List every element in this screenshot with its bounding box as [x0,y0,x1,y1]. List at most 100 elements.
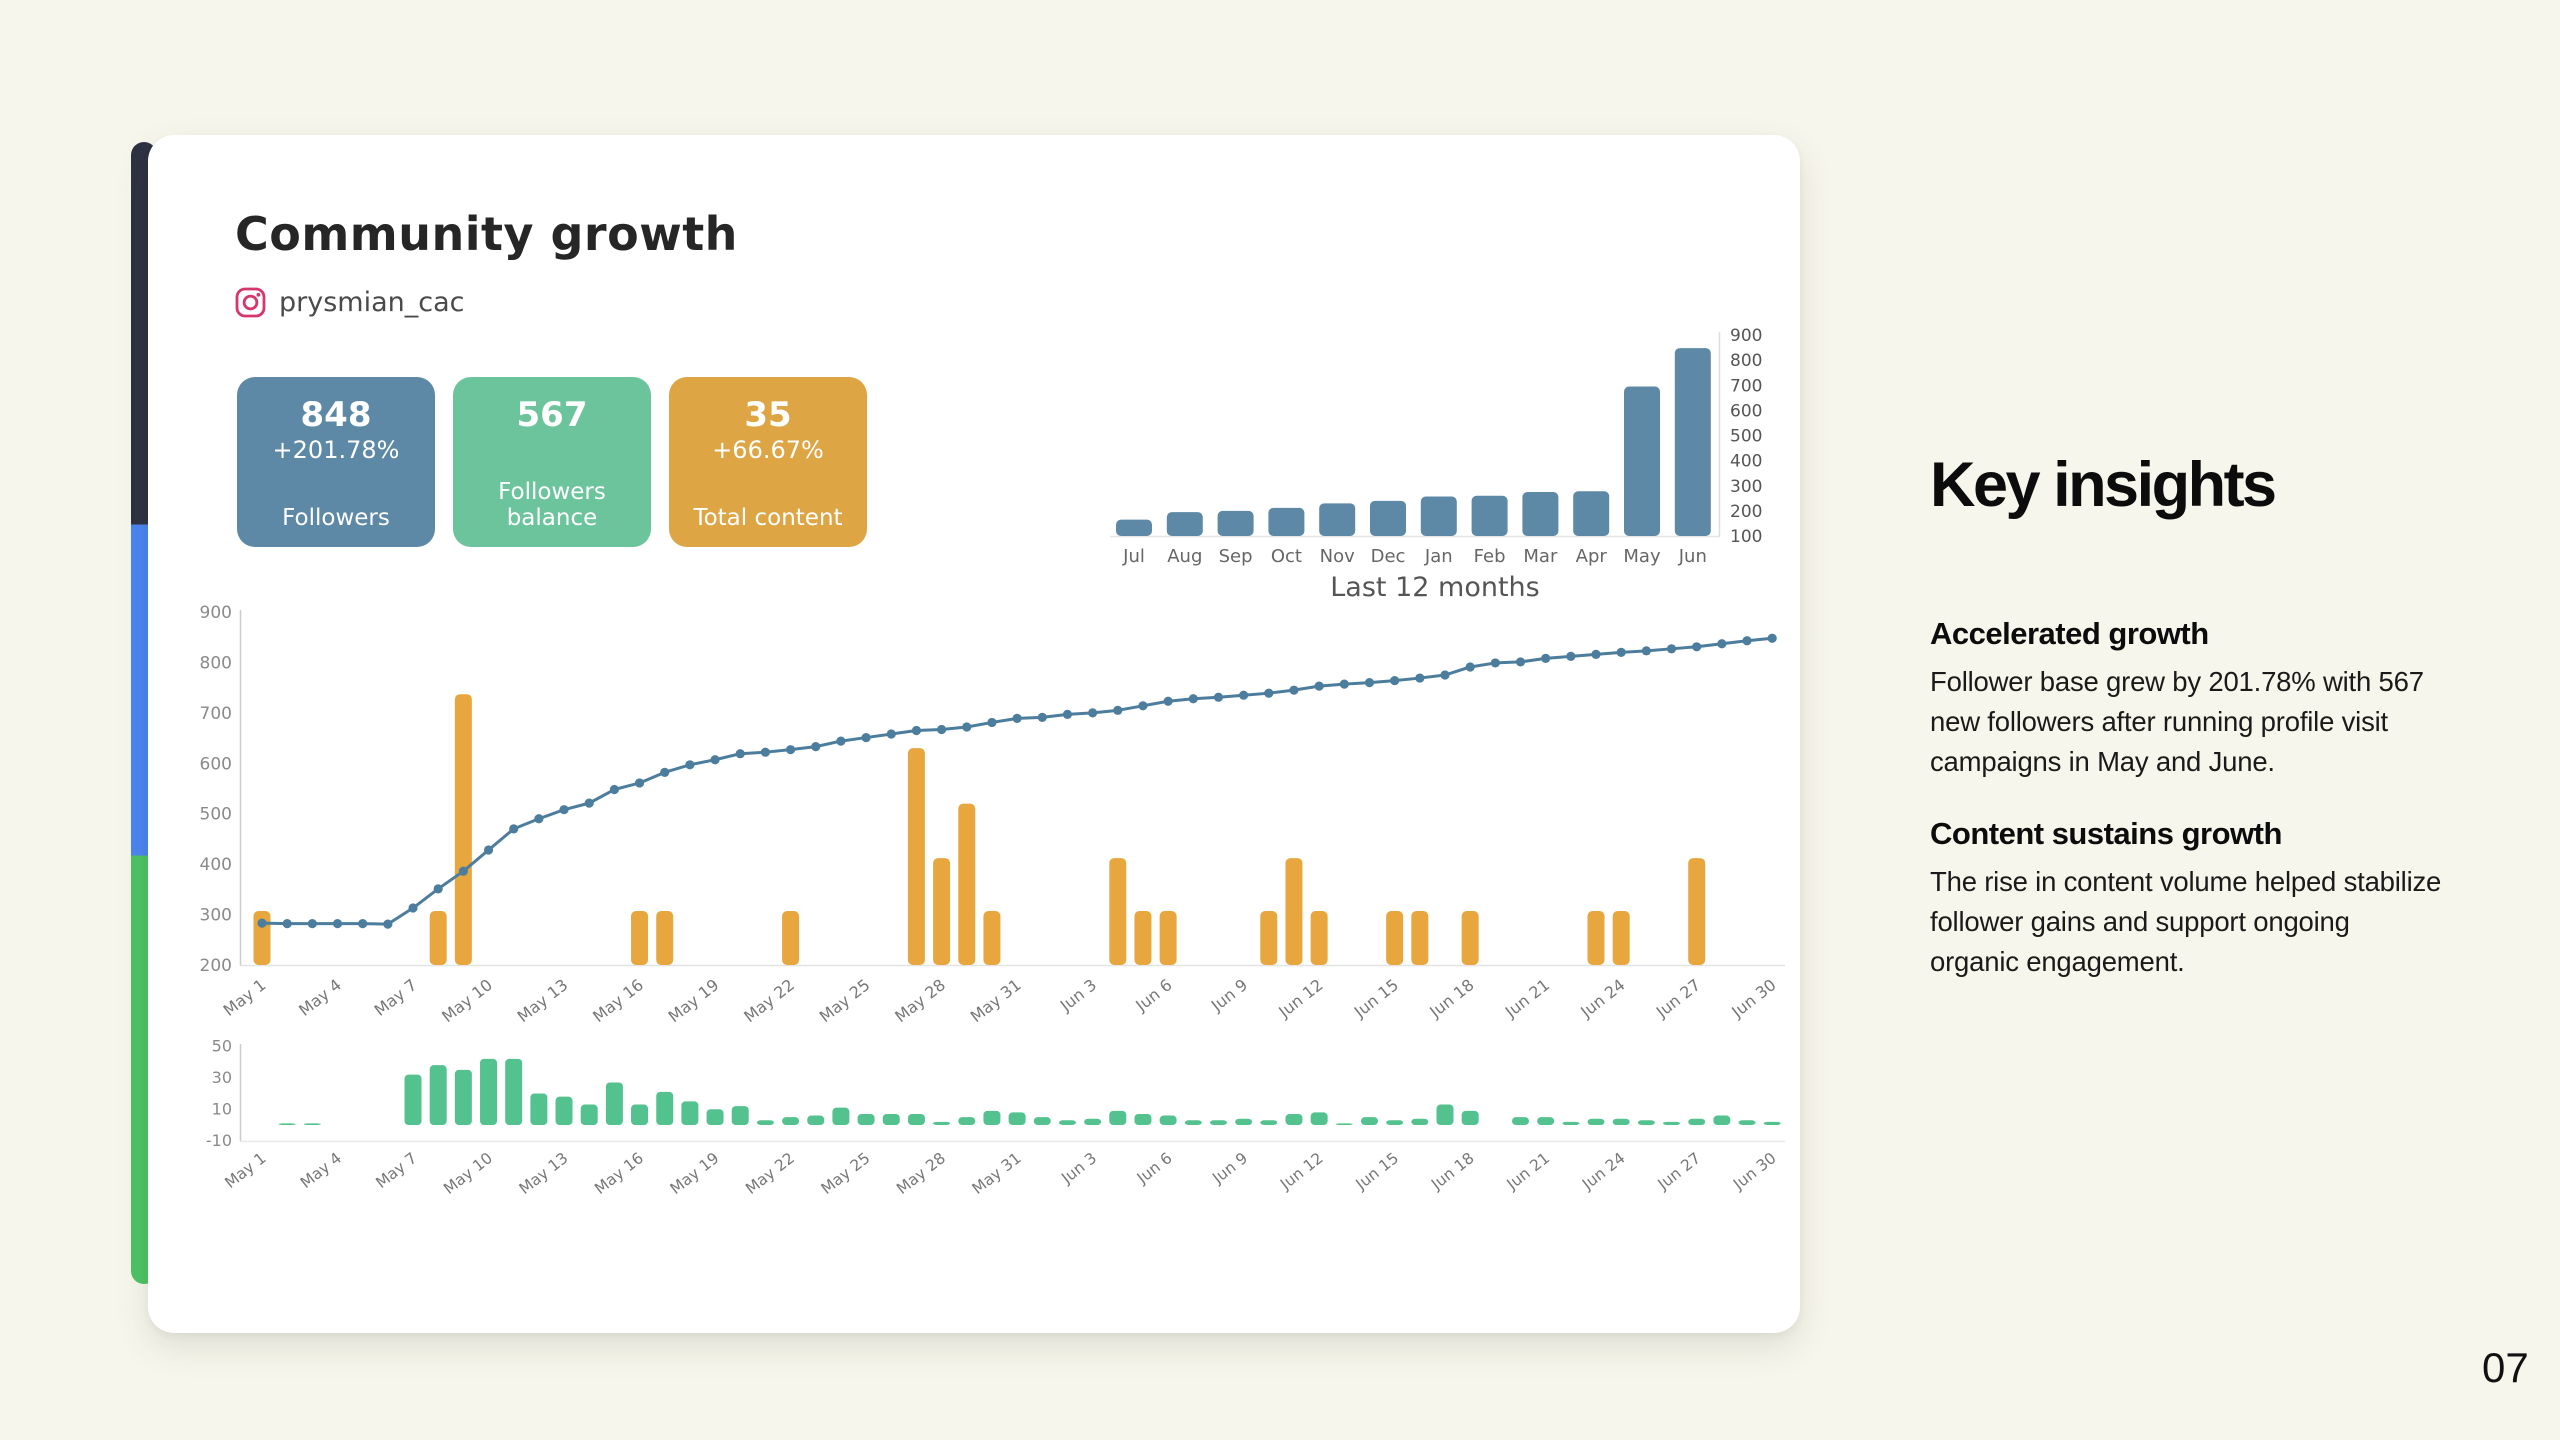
gain-bar [857,1113,875,1125]
stats-row: 848 +201.78% Followers 567 Followers bal… [237,377,867,547]
content-bar [1109,858,1127,965]
gain-bar [1763,1121,1781,1125]
line-marker [962,722,972,732]
key-insights-panel: Key insights Accelerated growth Follower… [1930,452,2515,1016]
instagram-icon [235,287,266,318]
line-marker [1037,712,1047,722]
content-bar [1386,911,1404,965]
line-marker [1641,646,1651,656]
x-tick-label: Jun 12 [1274,975,1326,1022]
gain-bar [605,1082,623,1125]
gain-bar [1360,1117,1378,1125]
x-tick-label: May 25 [818,1149,874,1198]
x-tick-label: May 16 [589,975,647,1026]
account-handle: prysmian_cac [279,287,465,318]
line-marker [383,919,393,929]
gain-bar [1008,1112,1026,1125]
x-tick-label: May 10 [438,975,496,1026]
line-marker [735,749,745,759]
bar-Jan [1420,496,1457,536]
y-tick-label: 900 [1730,326,1762,346]
line-marker [1440,670,1450,680]
stat-label: Followers balance [498,479,606,531]
insight-heading-content-sustains-growth: Content sustains growth [1930,816,2282,852]
stat-value: 848 [300,395,372,435]
line-marker [534,814,544,824]
gain-bar [832,1107,850,1125]
gain-bar [882,1113,900,1125]
line-marker [861,732,871,743]
gain-bar [580,1104,598,1125]
bar-Dec [1370,500,1406,536]
content-bar [983,911,1001,965]
x-tick-label: Jun 15 [1352,1149,1402,1194]
gains-bars-group [278,1058,1781,1125]
x-tick-label: Jun 27 [1654,1149,1704,1194]
line-marker [358,919,368,929]
gain-bar [631,1104,649,1125]
x-tick-label: Jun [1678,546,1707,567]
bar-Nov [1319,503,1356,536]
x-tick-label: Jun 18 [1425,975,1477,1022]
y-tick-label: 500 [200,805,232,825]
bar-Jun [1674,348,1711,536]
y-tick-label: 10 [212,1099,232,1118]
x-tick-label: Jun 30 [1727,975,1779,1022]
bar-Jul [1116,519,1152,536]
gain-bar [1587,1118,1605,1125]
x-tick-label: Nov [1320,546,1355,567]
followers-line [261,636,1773,926]
y-tick-label: 30 [212,1068,232,1087]
line-marker [584,798,594,808]
content-bar [1134,911,1152,965]
y-tick-label: 50 [212,1038,232,1055]
y-tick-label: 800 [1730,351,1762,371]
x-tick-label: Jun 21 [1501,975,1553,1022]
line-marker [408,903,418,913]
community-growth-card: Community growth prysmian_cac 848 +201.7… [148,135,1800,1333]
line-marker [433,884,443,894]
line-marker [1213,692,1224,702]
stat-delta: +201.78% [272,436,400,464]
content-bar [782,911,800,965]
x-tick-label: May 10 [440,1149,496,1198]
gain-bar [1562,1121,1580,1125]
gain-bar [404,1074,422,1125]
content-bar [429,911,447,965]
daily-followers-line-chart: 200 300 400 500 600 700 800 900 May 1 May 4 May 7 M… [200,603,1785,1026]
x-tick-label: May 22 [742,1149,798,1198]
line-marker [1138,701,1148,711]
bar-Apr [1573,491,1610,536]
line-marker [1113,705,1123,715]
gain-bar [1033,1117,1051,1125]
gain-bar [1159,1115,1177,1125]
gain-bar [1260,1120,1278,1125]
stat-card-followers: 848 +201.78% Followers [237,377,435,547]
gain-bar [983,1110,1001,1125]
content-bar [631,911,649,965]
y-tick-label: 600 [1730,401,1762,421]
line-marker [1566,651,1576,661]
gain-bar [530,1093,548,1125]
x-tick-label: Feb [1474,546,1506,567]
gain-bar [1512,1117,1529,1125]
line-marker [1415,673,1425,683]
content-bar [1285,858,1303,965]
content-bar [1310,911,1328,965]
bar-Sep [1217,510,1254,536]
y-tick-label: -10 [206,1131,232,1150]
stat-value: 35 [744,395,792,435]
line-marker [1591,649,1601,659]
line-marker [1012,713,1022,724]
gain-bar [480,1058,498,1125]
stat-label: Total content [693,505,843,531]
gain-bar [782,1117,800,1125]
x-tick-label: May 16 [591,1149,647,1198]
content-bar [1411,911,1429,965]
x-tick-label: May 19 [665,975,723,1026]
y-tick-label: 300 [1730,477,1762,497]
line-marker [760,747,771,757]
x-tick-label: Jun 15 [1350,975,1402,1022]
monthly-followers-chart: 100 200 300 400 500 600 700 800 900 Jul Aug Sep Oct N… [1110,326,1762,603]
